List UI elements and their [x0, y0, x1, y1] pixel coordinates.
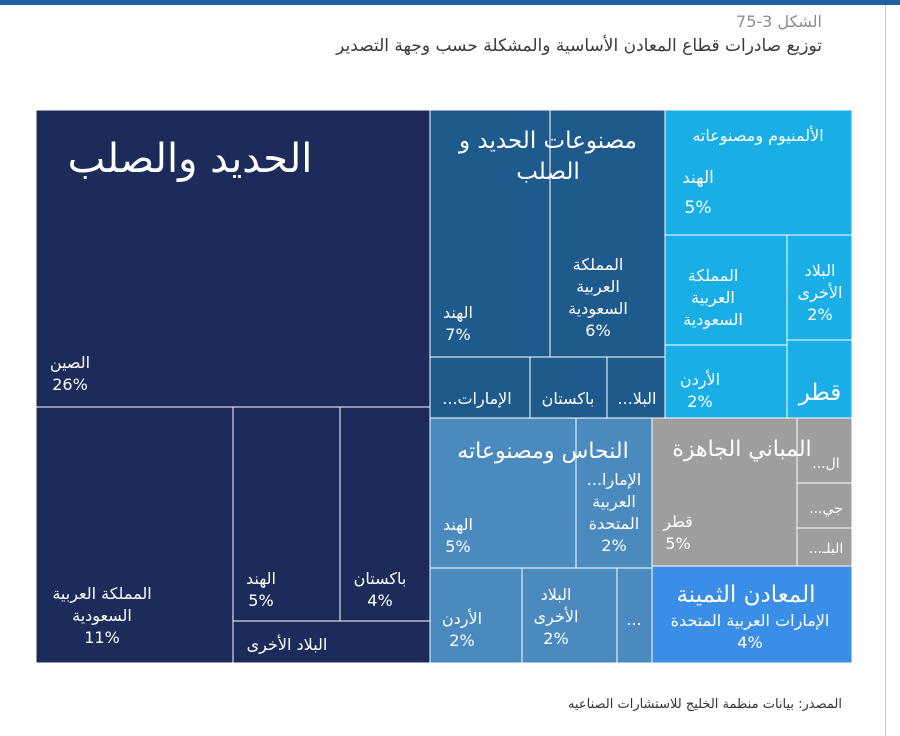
tile-iron-steel-pakistan: [339, 406, 431, 622]
tile-iron-steel-china: [35, 109, 431, 408]
tile-label-jordan-aluminium: الأردن 2%: [680, 369, 720, 411]
tile-label-qatar-prefab: قطر 5%: [662, 512, 693, 553]
right-border-line: [885, 5, 886, 736]
tile-products-uae: [429, 356, 531, 419]
tile-products-india: [429, 109, 551, 358]
tile-label-india-iron: الهند 5%: [246, 569, 276, 610]
group-label-copper: النحاس ومصنوعاته: [457, 439, 628, 464]
figure-number: الشكل 3-75: [736, 12, 822, 31]
tile-aluminium-india: [664, 109, 853, 236]
tile-label-pakistan-iron: باكستان 4%: [354, 569, 407, 610]
tile-prefab-qatar: [651, 417, 798, 567]
group-label-prefab: المباني الجاهزة: [672, 437, 811, 462]
group-label-precious: المعادن الثمينة: [676, 582, 815, 608]
tile-iron-steel-india: [232, 406, 341, 622]
tile-label-other-aluminium: البلاد الأخرى 2%: [798, 261, 843, 324]
tile-label-india-aluminium: الهند 5%: [682, 168, 714, 218]
tile-iron-steel-saudi: [35, 406, 234, 664]
tile-label-saudi-aluminium: المملكة العربية السعودية: [683, 266, 743, 330]
tile-precious-uae: [651, 565, 853, 664]
tile-label-pakistan-products: باكستان: [542, 389, 595, 408]
tile-label-saudi-iron: المملكة العربية السعودية 11%: [52, 584, 151, 647]
tile-prefab-a: [796, 417, 853, 484]
tile-aluminium-saudi: [664, 234, 788, 346]
tile-copper-other: [521, 567, 618, 664]
tile-label-china: الصين 26%: [50, 353, 90, 394]
group-label-iron-products: مصنوعات الحديد و الصلب: [458, 128, 637, 185]
tile-label-prefab-a: ال...: [812, 456, 839, 472]
tile-label-jordan-copper: الأردن 2%: [442, 608, 482, 650]
tile-label-prefab-b: جي...: [809, 501, 843, 517]
tile-copper-jordan: [429, 567, 523, 664]
tile-label-more-copper: ...: [626, 610, 641, 629]
group-label-iron-steel: الحديد والصلب: [68, 136, 313, 182]
tile-label-india-copper: الهند 5%: [443, 515, 473, 556]
tile-label-uae-precious: الإمارات العربية المتحدة 4%: [671, 611, 830, 652]
tile-label-uae-copper: الإمارا... العربية المتحدة 2%: [587, 470, 641, 555]
tile-label-uae-products: الإمارات...: [442, 389, 512, 409]
tile-aluminium-qatar: [786, 339, 853, 419]
tile-products-other: [606, 356, 666, 419]
group-label-aluminium: الألمنيوم ومصنوعاته: [692, 125, 823, 146]
tile-label-other-products: البلا...: [618, 389, 657, 408]
tile-aluminium-jordan: [664, 344, 788, 419]
tile-copper-uae: [575, 417, 653, 569]
tile-label-qatar-aluminium: قطر: [798, 380, 842, 406]
tile-label-india-products: الهند 7%: [443, 303, 473, 344]
tile-aluminium-other: [786, 234, 853, 341]
tile-label-saudi-products: المملكة العربية السعودية 6%: [568, 255, 628, 340]
figure-title: توزيع صادرات قطاع المعادن الأساسية والمش…: [336, 36, 822, 56]
tile-iron-steel-other: [232, 620, 431, 664]
source-note: المصدر: بيانات منظمة الخليج للاستشارات ا…: [567, 697, 842, 712]
tile-label-other-copper: البلاد الأخرى 2%: [534, 585, 579, 648]
tile-label-prefab-c: البلـ...: [809, 541, 843, 557]
tile-prefab-b: [796, 482, 853, 529]
tile-label-other-iron: البلاد الأخرى: [247, 634, 328, 655]
tile-copper-india: [429, 417, 577, 569]
tile-products-pakistan: [529, 356, 608, 419]
top-accent-bar: [0, 0, 900, 5]
